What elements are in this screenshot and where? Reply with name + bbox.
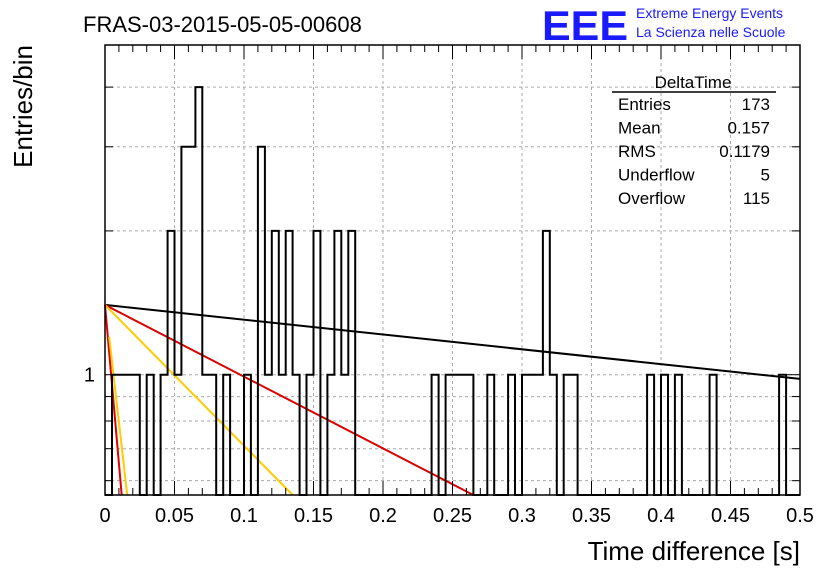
plot-frame <box>104 44 801 496</box>
histogram-bin <box>307 375 314 495</box>
fit-lines <box>104 303 801 496</box>
histogram-bin <box>675 375 682 495</box>
fit-line <box>104 303 801 380</box>
stats-box: DeltaTime Entries 173 Mean 0.157 RMS 0.1179 Un… <box>612 73 776 208</box>
stats-value: 0.157 <box>727 119 770 138</box>
x-tick-label: 0.5 <box>786 505 814 527</box>
logo-line-2: La Scienza nelle Scuole <box>636 24 786 40</box>
stats-label: Overflow <box>618 189 686 208</box>
histogram-bin <box>578 375 585 495</box>
histogram-bin <box>348 375 355 495</box>
x-tick-label: 0.3 <box>508 505 536 527</box>
x-tick-label: 0.2 <box>369 505 397 527</box>
histogram-bin <box>758 375 765 495</box>
stats-value: 5 <box>761 166 770 185</box>
x-tick-labels: 0 0.05 0.1 0.15 0.2 0.25 0.3 0.35 0.4 0.45 0.5 <box>99 505 813 527</box>
y-tick-label: 1 <box>84 365 95 387</box>
histogram-bin <box>334 375 341 495</box>
histogram-bin <box>279 375 286 495</box>
fit-line <box>104 304 474 496</box>
chart-title: FRAS-03-2015-05-05-00608 <box>83 12 362 37</box>
histogram-bin <box>383 375 390 495</box>
x-tick-label: 0.25 <box>433 505 472 527</box>
histogram-bin <box>202 375 209 495</box>
fit-line <box>104 304 123 496</box>
histogram-bin <box>418 375 425 495</box>
histogram-bin <box>327 375 334 495</box>
histogram-bin <box>598 375 605 495</box>
histogram-bin <box>529 375 536 495</box>
y-axis-label: Entries/bin <box>8 45 38 168</box>
stats-value: 173 <box>742 95 770 114</box>
x-axis-label: Time difference [s] <box>588 536 800 566</box>
histogram-bin <box>737 375 744 495</box>
stats-title: DeltaTime <box>655 73 732 92</box>
grid-lines <box>105 45 800 495</box>
stats-value: 115 <box>743 189 770 208</box>
histogram-bin <box>550 375 557 495</box>
stats-label: Mean <box>618 119 661 138</box>
x-tick-label: 0.35 <box>572 505 611 527</box>
histogram-bin <box>480 375 487 495</box>
histogram-bars <box>105 86 800 496</box>
histogram-bin <box>710 375 717 495</box>
histogram-bin <box>216 375 223 495</box>
histogram-bin <box>258 375 265 495</box>
logo-mark: EEE <box>542 2 628 49</box>
histogram-bin <box>161 375 168 495</box>
eee-logo: EEE Extreme Energy Events La Scienza nel… <box>542 2 786 49</box>
histogram-bin <box>181 375 188 495</box>
stats-label: RMS <box>618 142 656 161</box>
x-tick-label: 0.05 <box>155 505 194 527</box>
logo-line-1: Extreme Energy Events <box>636 5 783 21</box>
x-tick-label: 0.15 <box>294 505 333 527</box>
stats-label: Entries <box>618 95 671 114</box>
histogram-bin <box>341 375 348 495</box>
x-tick-label: 0 <box>99 505 110 527</box>
histogram-bin <box>404 375 411 495</box>
stats-label: Underflow <box>618 166 695 185</box>
histogram-bin <box>543 375 550 495</box>
histogram-bin <box>453 375 460 495</box>
x-tick-label: 0.4 <box>647 505 675 527</box>
x-tick-label: 0.45 <box>711 505 750 527</box>
histogram-bin <box>265 375 272 495</box>
histogram-bin <box>293 375 300 495</box>
fit-line <box>104 304 294 496</box>
histogram-bin <box>779 375 786 495</box>
y-tick-labels: 1 <box>84 365 95 387</box>
histogram-bin <box>320 375 327 495</box>
histogram-outline <box>105 86 800 496</box>
histogram-bin <box>640 375 647 495</box>
stats-value: 0.1179 <box>719 142 770 161</box>
histogram-bin <box>195 375 202 495</box>
histogram-bin <box>168 375 175 495</box>
fit-line <box>108 336 129 496</box>
x-tick-label: 0.1 <box>230 505 258 527</box>
